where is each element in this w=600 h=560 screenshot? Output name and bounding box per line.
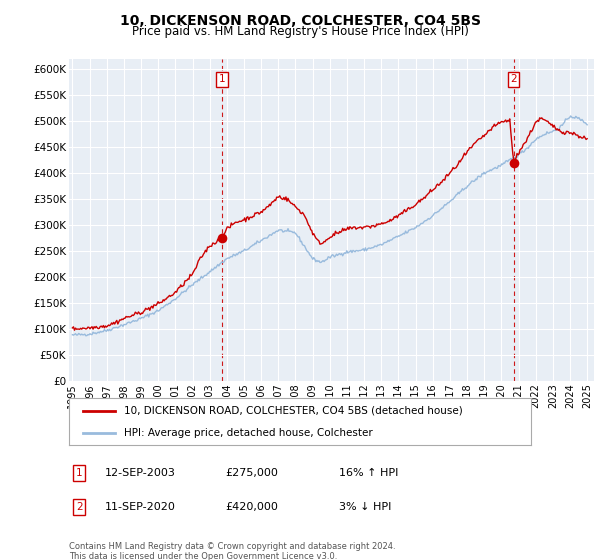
Text: 16% ↑ HPI: 16% ↑ HPI <box>339 468 398 478</box>
Text: 1: 1 <box>218 74 225 85</box>
Text: 1: 1 <box>76 468 83 478</box>
Text: 12-SEP-2003: 12-SEP-2003 <box>105 468 176 478</box>
Text: Price paid vs. HM Land Registry's House Price Index (HPI): Price paid vs. HM Land Registry's House … <box>131 25 469 38</box>
Text: 2: 2 <box>76 502 83 512</box>
Text: 3% ↓ HPI: 3% ↓ HPI <box>339 502 391 512</box>
Text: 2: 2 <box>510 74 517 85</box>
Text: £420,000: £420,000 <box>225 502 278 512</box>
Text: 10, DICKENSON ROAD, COLCHESTER, CO4 5BS (detached house): 10, DICKENSON ROAD, COLCHESTER, CO4 5BS … <box>124 406 463 416</box>
Text: £275,000: £275,000 <box>225 468 278 478</box>
Text: Contains HM Land Registry data © Crown copyright and database right 2024.
This d: Contains HM Land Registry data © Crown c… <box>69 542 395 560</box>
Text: 10, DICKENSON ROAD, COLCHESTER, CO4 5BS: 10, DICKENSON ROAD, COLCHESTER, CO4 5BS <box>119 14 481 28</box>
Text: 11-SEP-2020: 11-SEP-2020 <box>105 502 176 512</box>
Text: HPI: Average price, detached house, Colchester: HPI: Average price, detached house, Colc… <box>124 428 373 438</box>
